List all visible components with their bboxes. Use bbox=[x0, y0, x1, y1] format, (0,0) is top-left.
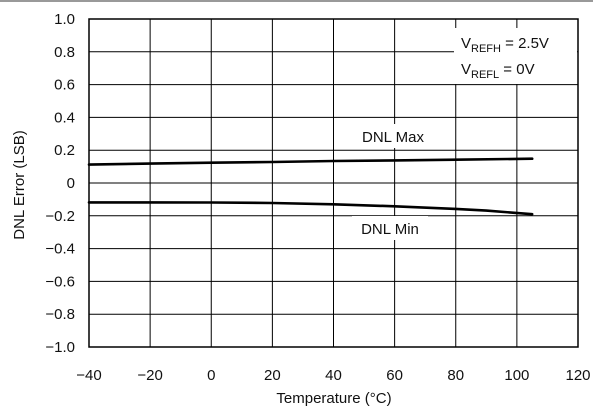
y-tick-label: 0.8 bbox=[54, 44, 75, 61]
series bbox=[87, 157, 534, 216]
y-tick-label: −0.2 bbox=[45, 208, 75, 225]
x-tick-label: 20 bbox=[264, 367, 281, 384]
y-tick-label: −0.6 bbox=[45, 273, 75, 290]
vrefh-value: = 2.5V bbox=[501, 35, 549, 52]
x-tick-label: 120 bbox=[565, 367, 590, 384]
plot-frame bbox=[88, 18, 579, 348]
x-axis-label: Temperature (°C) bbox=[276, 390, 391, 407]
vrefh-v: V bbox=[461, 35, 471, 52]
y-tick-label: 0 bbox=[67, 175, 75, 192]
x-tick-label: 40 bbox=[325, 367, 342, 384]
reference-voltage-box: VREFH = 2.5V VREFL = 0V bbox=[454, 28, 577, 84]
vrefl-subscript: REFL bbox=[471, 69, 499, 81]
y-tick-label: −0.8 bbox=[45, 306, 75, 323]
dnl-min-line bbox=[87, 201, 534, 216]
y-tick-labels: 1.0 0.8 0.6 0.4 0.2 0 −0.2 −0.4 −0.6 −0.8 −1.0 bbox=[45, 11, 75, 356]
y-tick-label: 0.6 bbox=[54, 77, 75, 94]
x-tick-label: 80 bbox=[447, 367, 464, 384]
vrefl-v: V bbox=[461, 61, 471, 78]
vrefl-value: = 0V bbox=[499, 61, 534, 78]
dnl-max-label: DNL Max bbox=[362, 129, 424, 146]
y-tick-label: 0.4 bbox=[54, 109, 75, 126]
vrefl-label: VREFL = 0V bbox=[461, 61, 535, 81]
x-tick-label: 0 bbox=[207, 367, 215, 384]
x-tick-labels: −40 −20 0 20 40 60 80 100 120 bbox=[76, 367, 590, 384]
y-tick-label: −0.4 bbox=[45, 241, 75, 258]
dnl-max-line bbox=[87, 157, 534, 166]
y-tick-label: 1.0 bbox=[54, 11, 75, 28]
x-tick-label: 60 bbox=[386, 367, 403, 384]
y-tick-label: 0.2 bbox=[54, 142, 75, 159]
dnl-min-label-bg bbox=[352, 216, 428, 240]
x-tick-label: 100 bbox=[504, 367, 529, 384]
vrefh-subscript: REFH bbox=[471, 43, 501, 55]
top-rule bbox=[0, 0, 593, 2]
dnl-min-label: DNL Min bbox=[361, 221, 419, 238]
vrefh-label: VREFH = 2.5V bbox=[461, 35, 549, 55]
dnl-max-label-bg bbox=[352, 124, 434, 148]
series-labels: DNL Max DNL Min bbox=[352, 124, 434, 240]
x-tick-label: −40 bbox=[76, 367, 101, 384]
y-axis-label: DNL Error (LSB) bbox=[11, 130, 28, 239]
x-tick-label: −20 bbox=[137, 367, 162, 384]
annotation-background bbox=[454, 28, 577, 84]
y-tick-label: −1.0 bbox=[45, 339, 75, 356]
